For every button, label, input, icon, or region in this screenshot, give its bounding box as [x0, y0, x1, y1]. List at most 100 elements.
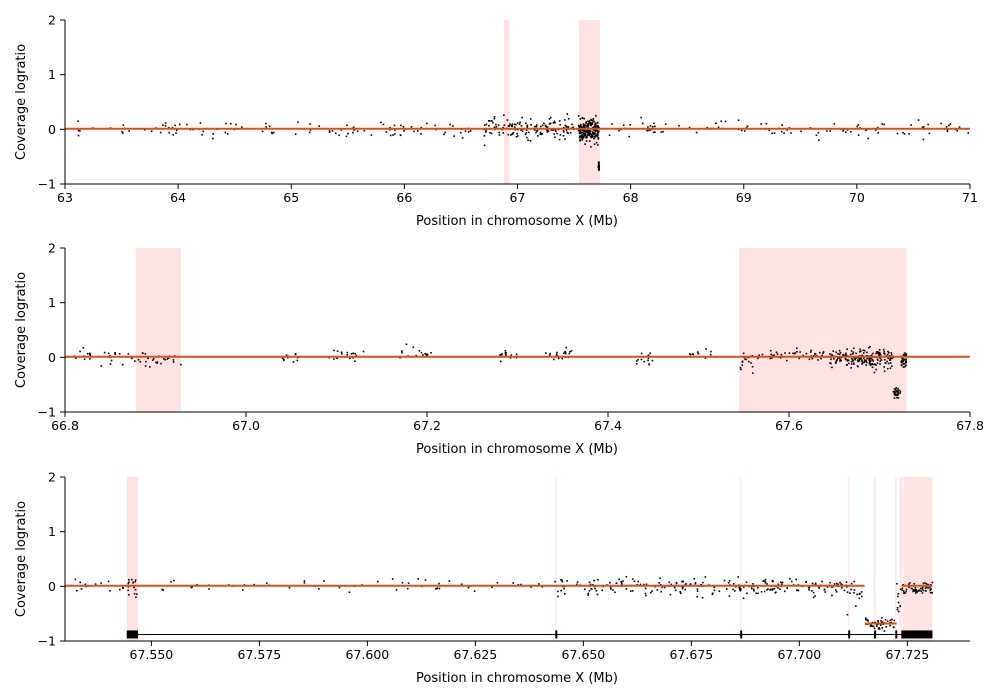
data-point	[579, 118, 582, 120]
data-point	[579, 130, 582, 133]
data-point	[490, 132, 493, 135]
data-point	[682, 580, 685, 583]
data-point	[563, 131, 565, 133]
data-point	[136, 593, 138, 595]
data-point	[895, 387, 898, 389]
data-point	[582, 125, 585, 127]
data-point	[630, 590, 632, 592]
data-point	[903, 358, 905, 361]
data-point	[563, 352, 565, 355]
data-point	[843, 353, 845, 356]
data-point	[762, 580, 765, 583]
data-point	[831, 594, 833, 597]
data-point	[869, 364, 872, 366]
data-point	[253, 583, 255, 586]
data-point	[535, 131, 537, 134]
data-point	[861, 363, 863, 365]
data-point	[752, 588, 755, 591]
data-point	[781, 581, 784, 584]
data-point	[897, 610, 900, 613]
data-point	[696, 351, 699, 353]
data-point	[618, 129, 620, 132]
data-point	[224, 131, 227, 134]
data-point	[582, 126, 585, 129]
data-point	[493, 117, 496, 120]
data-point	[779, 588, 781, 591]
data-point	[560, 589, 562, 592]
data-point	[902, 131, 904, 134]
data-point	[834, 362, 837, 364]
data-point	[416, 129, 419, 132]
data-point	[265, 126, 267, 128]
data-point	[492, 121, 494, 124]
data-point	[155, 361, 157, 364]
data-point	[151, 359, 154, 361]
data-point	[394, 133, 396, 135]
data-point	[565, 346, 568, 349]
data-point	[552, 129, 555, 131]
data-point	[883, 630, 886, 632]
data-point	[875, 364, 877, 366]
data-point	[659, 583, 662, 586]
data-point	[521, 116, 524, 119]
x-tick-label: 71	[962, 190, 978, 205]
data-point	[585, 122, 587, 124]
data-point	[393, 124, 396, 127]
data-point	[566, 113, 569, 115]
data-point	[689, 353, 692, 356]
data-point	[354, 352, 356, 355]
data-point	[741, 360, 744, 363]
gene-block	[126, 630, 139, 639]
data-point	[336, 350, 339, 353]
y-tick-label: 1	[48, 67, 56, 82]
data-point	[792, 352, 794, 355]
data-point	[268, 125, 271, 128]
data-point	[150, 130, 153, 133]
data-point	[899, 588, 902, 590]
data-point	[850, 367, 852, 369]
data-point	[502, 126, 504, 129]
data-point	[817, 359, 819, 361]
data-point	[577, 129, 580, 132]
data-point	[902, 363, 905, 365]
data-point	[862, 352, 865, 354]
data-point	[555, 130, 557, 133]
data-point	[829, 581, 831, 584]
data-point	[526, 125, 529, 128]
data-point	[594, 135, 596, 138]
x-tick-label: 67.0	[232, 418, 260, 433]
data-point	[592, 119, 594, 122]
data-point	[718, 590, 721, 593]
data-point	[545, 125, 547, 128]
data-point	[836, 359, 839, 361]
data-point	[688, 353, 691, 355]
x-tick-label: 67.600	[346, 647, 390, 662]
data-point	[561, 580, 564, 583]
data-point	[121, 363, 124, 366]
data-point	[905, 364, 907, 367]
data-point	[596, 125, 599, 127]
data-point	[297, 121, 299, 123]
data-point	[896, 389, 898, 392]
data-point	[597, 137, 600, 139]
data-point	[826, 586, 829, 588]
data-point	[529, 140, 532, 142]
data-point	[499, 354, 501, 356]
gene-block	[740, 630, 743, 639]
data-point	[807, 587, 810, 589]
data-point	[846, 129, 849, 131]
data-point	[737, 119, 740, 122]
data-point	[589, 583, 592, 586]
data-point	[635, 363, 638, 365]
x-tick-label: 67	[510, 190, 526, 205]
data-point	[913, 590, 915, 592]
data-point	[811, 590, 813, 592]
data-point	[853, 589, 856, 591]
data-point	[874, 621, 876, 624]
data-point	[100, 365, 103, 367]
data-point	[897, 593, 900, 595]
y-axis-label: Coverage logratio	[14, 501, 29, 617]
data-point	[569, 350, 571, 353]
data-point	[392, 134, 394, 136]
data-point	[896, 132, 899, 135]
